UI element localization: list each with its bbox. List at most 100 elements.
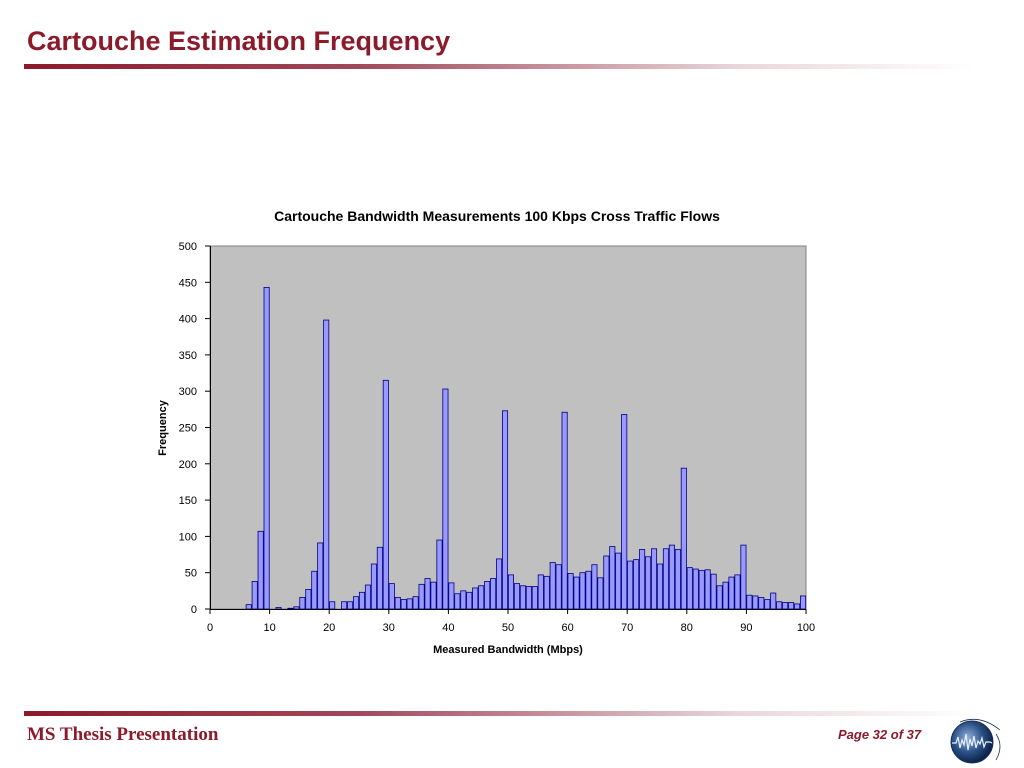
bar xyxy=(448,582,455,610)
x-tick-label: 10 xyxy=(263,622,275,634)
bar xyxy=(662,548,669,610)
bar xyxy=(788,602,795,610)
bar-series xyxy=(245,286,807,610)
bar xyxy=(716,585,723,610)
y-axis-ticks: 0 50 100 150 200 250 300 350 400 450 500 xyxy=(179,241,210,616)
bar xyxy=(639,549,646,610)
bar xyxy=(710,573,717,610)
bar xyxy=(692,568,699,610)
bar xyxy=(293,606,300,610)
bar xyxy=(394,596,401,610)
bar xyxy=(358,591,365,610)
x-axis-ticks: 0 10 20 30 40 50 60 70 80 90 100 xyxy=(207,609,815,634)
x-tick-label: 90 xyxy=(740,622,752,634)
slide-title: Cartouche Estimation Frequency xyxy=(27,26,451,56)
bar xyxy=(388,583,395,610)
bar xyxy=(776,601,783,610)
bar xyxy=(275,607,282,610)
bar xyxy=(543,575,550,610)
bar xyxy=(734,574,741,610)
bar xyxy=(251,581,258,610)
bar xyxy=(257,530,264,610)
y-tick-label: 0 xyxy=(191,604,197,616)
bar xyxy=(400,599,407,610)
bar xyxy=(460,590,467,610)
bar xyxy=(352,596,360,610)
bar xyxy=(424,578,431,610)
y-tick-label: 50 xyxy=(185,568,197,580)
bar xyxy=(531,586,538,610)
bar xyxy=(478,585,485,610)
x-tick-label: 70 xyxy=(621,622,633,634)
y-axis-label: Frequency xyxy=(157,399,169,456)
bar xyxy=(376,546,383,610)
bar xyxy=(299,596,306,610)
bar xyxy=(323,319,330,610)
bar xyxy=(585,570,592,610)
bar xyxy=(758,596,765,610)
bar xyxy=(436,539,443,610)
bar xyxy=(370,563,377,610)
bar xyxy=(722,581,729,610)
bar xyxy=(597,577,604,610)
bar xyxy=(740,544,747,610)
y-tick-label: 100 xyxy=(179,531,197,543)
x-tick-label: 30 xyxy=(383,622,395,634)
x-tick-label: 60 xyxy=(561,622,573,634)
bar xyxy=(674,549,681,610)
page-number: Page 32 of 37 xyxy=(838,727,922,742)
y-tick-label: 250 xyxy=(179,423,197,435)
bar xyxy=(645,556,652,610)
bar xyxy=(245,604,252,610)
bar xyxy=(764,599,771,610)
x-axis-label: Measured Bandwidth (Mbps) xyxy=(433,644,583,656)
bar xyxy=(770,592,777,610)
bar xyxy=(442,388,449,610)
bar xyxy=(347,601,354,610)
bar xyxy=(698,570,705,610)
bar xyxy=(656,563,663,610)
bar xyxy=(680,467,687,610)
bar xyxy=(603,555,610,610)
bar xyxy=(573,576,580,610)
bar xyxy=(668,544,675,610)
bar xyxy=(633,559,640,610)
bar xyxy=(329,601,336,610)
bar xyxy=(507,574,514,610)
chart-title: Cartouche Bandwidth Measurements 100 Kbp… xyxy=(274,208,720,224)
bar xyxy=(305,589,312,610)
bar xyxy=(591,564,598,610)
bar xyxy=(382,379,389,610)
bar xyxy=(525,586,532,610)
bar xyxy=(287,607,294,610)
footer-divider xyxy=(24,711,974,716)
bar xyxy=(567,573,574,610)
bar xyxy=(782,602,789,610)
bar xyxy=(341,601,348,610)
footer-presentation-title: MS Thesis Presentation xyxy=(27,724,219,745)
y-tick-label: 150 xyxy=(179,495,197,507)
x-tick-label: 50 xyxy=(502,622,514,634)
x-tick-label: 80 xyxy=(681,622,693,634)
bar xyxy=(752,595,759,610)
bar xyxy=(454,593,461,610)
bar xyxy=(412,596,419,610)
bar xyxy=(317,542,324,610)
x-tick-label: 0 xyxy=(207,622,213,634)
bar xyxy=(472,587,479,610)
bar xyxy=(561,411,568,610)
bar xyxy=(484,581,491,610)
institute-globe-logo-icon xyxy=(950,718,1001,764)
x-tick-label: 20 xyxy=(323,622,335,634)
bar xyxy=(579,572,586,610)
bar xyxy=(311,570,318,610)
bar xyxy=(364,584,371,610)
bar xyxy=(800,595,807,610)
x-tick-label: 40 xyxy=(442,622,454,634)
bar xyxy=(627,560,634,610)
y-tick-label: 400 xyxy=(179,314,197,326)
bar xyxy=(704,569,711,610)
bar xyxy=(555,564,562,610)
y-tick-label: 300 xyxy=(179,386,197,398)
